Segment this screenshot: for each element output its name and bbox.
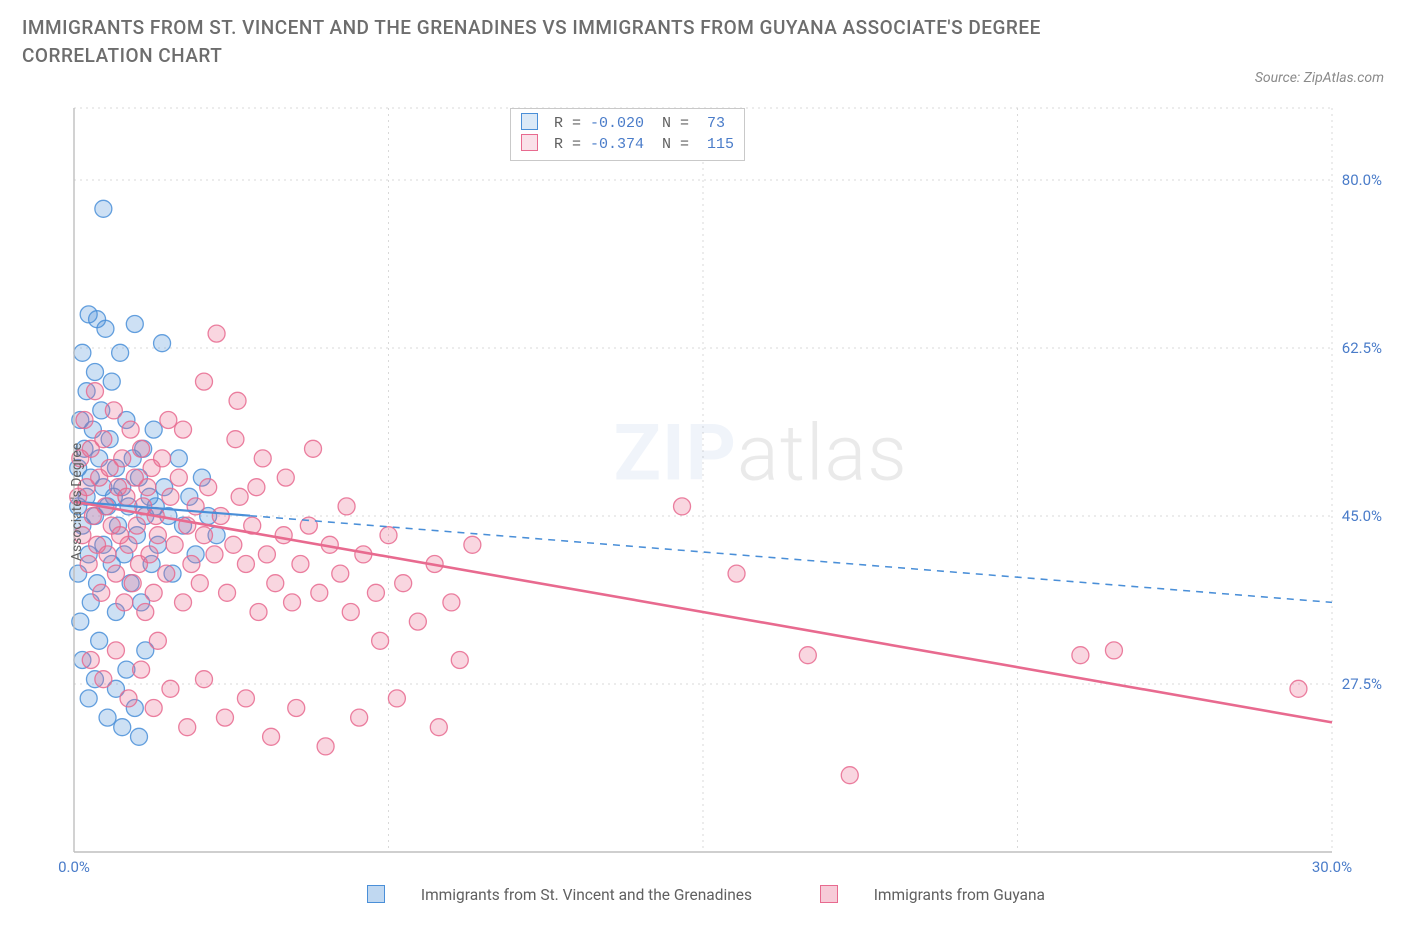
legend-row: R = -0.020 N = 73 [521,113,734,134]
y-tick: 62.5% [1342,339,1382,357]
scatter-chart [22,100,1390,904]
chart-container: Associate's Degree ZIPatlas R = -0.020 N… [22,100,1390,904]
legend-label: Immigrants from Guyana [874,886,1045,904]
y-axis-label: Associate's Degree [69,443,85,561]
y-tick: 45.0% [1342,507,1382,525]
y-tick: 80.0% [1342,171,1382,189]
legend-swatch-icon [367,885,385,903]
legend-label: Immigrants from St. Vincent and the Gren… [421,886,752,904]
legend-item-svg: Immigrants from St. Vincent and the Gren… [351,886,772,904]
series-legend: Immigrants from St. Vincent and the Gren… [22,885,1390,904]
legend-swatch-icon [820,885,838,903]
x-tick: 0.0% [58,858,90,876]
legend-item-guy: Immigrants from Guyana [804,886,1061,904]
chart-title: IMMIGRANTS FROM ST. VINCENT AND THE GREN… [22,14,1122,69]
correlation-legend: R = -0.020 N = 73 R = -0.374 N = 115 [510,108,745,161]
legend-row: R = -0.374 N = 115 [521,134,734,155]
y-tick: 27.5% [1342,675,1382,693]
x-tick: 30.0% [1312,858,1352,876]
source-label: Source: ZipAtlas.com [1255,70,1384,86]
